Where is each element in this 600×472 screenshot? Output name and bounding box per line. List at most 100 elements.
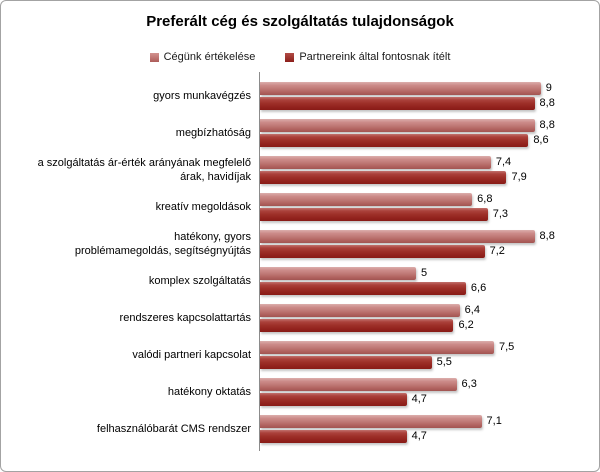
bar-cegunk-ertekelese	[260, 81, 541, 95]
bar-line: 9	[260, 81, 599, 95]
bar-partnereink	[260, 429, 407, 443]
chart-row: hatékony oktatás 6,3 4,7	[1, 373, 599, 410]
value-label: 6,2	[458, 319, 474, 331]
category-label: felhasználóbarát CMS rendszer	[96, 422, 251, 435]
value-label: 7,2	[489, 245, 505, 257]
category-label: megbízhatóság	[175, 126, 251, 139]
category-label: hatékony, gyors problémamegoldás, segíts…	[74, 230, 251, 257]
value-label: 6,4	[464, 304, 480, 316]
bar-group: 9 8,8	[259, 81, 599, 110]
bar-partnereink	[260, 96, 535, 110]
value-label: 5	[421, 267, 428, 279]
legend-label-partnereink: Partnereink által fontosnak ítélt	[299, 51, 451, 63]
category-label: hatékony oktatás	[167, 385, 251, 398]
bar-group: 6,4 6,2	[259, 303, 599, 332]
bar-line: 7,3	[260, 207, 599, 221]
legend-swatch-cegunk-icon	[149, 52, 159, 62]
bar-partnereink	[260, 281, 466, 295]
value-label: 8,8	[539, 119, 555, 131]
bar-line: 6,4	[260, 303, 599, 317]
legend: Cégünk értékelése Partnereink által font…	[1, 51, 599, 63]
legend-label-cegunk: Cégünk értékelése	[163, 51, 256, 63]
chart-rows: gyors munkavégzés 9 8,8 megbízhatóság 8,8 8,6…	[1, 77, 599, 447]
chart-row: kreatív megoldások 6,8 7,3	[1, 188, 599, 225]
bar-partnereink	[260, 133, 529, 147]
bar-line: 7,9	[260, 170, 599, 184]
category-label: komplex szolgáltatás	[148, 274, 251, 287]
bar-cegunk-ertekelese	[260, 377, 457, 391]
bar-partnereink	[260, 355, 432, 369]
bar-cegunk-ertekelese	[260, 266, 416, 280]
bar-line: 8,6	[260, 133, 599, 147]
bar-group: 7,4 7,9	[259, 155, 599, 184]
value-label: 8,6	[533, 134, 549, 146]
bar-cegunk-ertekelese	[260, 155, 491, 169]
bar-line: 7,5	[260, 340, 599, 354]
value-label: 7,5	[499, 341, 515, 353]
bar-cegunk-ertekelese	[260, 303, 460, 317]
bar-line: 8,8	[260, 229, 599, 243]
category-label: valódi partneri kapcsolat	[132, 348, 251, 361]
bar-partnereink	[260, 392, 407, 406]
chart-title: Preferált cég és szolgáltatás tulajdonsá…	[146, 13, 454, 30]
bar-line: 7,1	[260, 414, 599, 428]
chart-row: gyors munkavégzés 9 8,8	[1, 77, 599, 114]
bar-line: 7,2	[260, 244, 599, 258]
category-label: rendszeres kapcsolattartás	[119, 311, 251, 324]
bar-cegunk-ertekelese	[260, 192, 473, 206]
bar-cegunk-ertekelese	[260, 414, 482, 428]
bar-cegunk-ertekelese	[260, 118, 535, 132]
value-label: 9	[545, 82, 552, 94]
bar-group: 7,1 4,7	[259, 414, 599, 443]
chart-row: megbízhatóság 8,8 8,6	[1, 114, 599, 151]
bar-group: 5 6,6	[259, 266, 599, 295]
value-label: 6,3	[461, 378, 477, 390]
bar-group: 8,8 7,2	[259, 229, 599, 258]
bar-partnereink	[260, 318, 454, 332]
value-label: 4,7	[411, 430, 427, 442]
value-label: 8,8	[539, 230, 555, 242]
bar-group: 6,8 7,3	[259, 192, 599, 221]
bar-partnereink	[260, 170, 507, 184]
bar-line: 6,6	[260, 281, 599, 295]
value-label: 8,8	[539, 97, 555, 109]
bar-line: 7,4	[260, 155, 599, 169]
chart-row: komplex szolgáltatás 5 6,6	[1, 262, 599, 299]
bar-cegunk-ertekelese	[260, 340, 494, 354]
value-label: 7,3	[492, 208, 509, 220]
value-label: 4,7	[411, 393, 427, 405]
category-label: kreatív megoldások	[155, 200, 251, 213]
chart-row: hatékony, gyors problémamegoldás, segíts…	[1, 225, 599, 262]
bar-line: 5,5	[260, 355, 599, 369]
value-label: 5,5	[436, 356, 452, 368]
bar-line: 6,3	[260, 377, 599, 391]
value-label: 6,8	[477, 193, 493, 205]
bar-line: 4,7	[260, 392, 599, 406]
bar-group: 6,3 4,7	[259, 377, 599, 406]
bar-cegunk-ertekelese	[260, 229, 535, 243]
legend-item-cegunk: Cégünk értékelése	[149, 51, 256, 63]
chart-row: felhasználóbarát CMS rendszer 7,1 4,7	[1, 410, 599, 447]
value-label: 7,1	[486, 415, 502, 427]
bar-group: 7,5 5,5	[259, 340, 599, 369]
bar-line: 5	[260, 266, 599, 280]
bar-group: 8,8 8,6	[259, 118, 599, 147]
value-label: 7,4	[495, 156, 512, 168]
bar-line: 8,8	[260, 118, 599, 132]
bar-line: 6,2	[260, 318, 599, 332]
value-label: 7,9	[511, 171, 527, 183]
bar-line: 4,7	[260, 429, 599, 443]
value-label: 6,6	[470, 282, 487, 294]
chart-row: rendszeres kapcsolattartás 6,4 6,2	[1, 299, 599, 336]
bar-line: 8,8	[260, 96, 599, 110]
legend-item-partnereink: Partnereink által fontosnak ítélt	[285, 51, 450, 63]
category-label: gyors munkavégzés	[153, 89, 251, 102]
bar-partnereink	[260, 244, 485, 258]
category-axis-line	[259, 72, 260, 451]
plot-area: gyors munkavégzés 9 8,8 megbízhatóság 8,8 8,6…	[1, 72, 599, 451]
bar-line: 6,8	[260, 192, 599, 206]
category-label: a szolgáltatás ár-érték arányának megfel…	[37, 156, 251, 183]
chart-row: a szolgáltatás ár-érték arányának megfel…	[1, 151, 599, 188]
